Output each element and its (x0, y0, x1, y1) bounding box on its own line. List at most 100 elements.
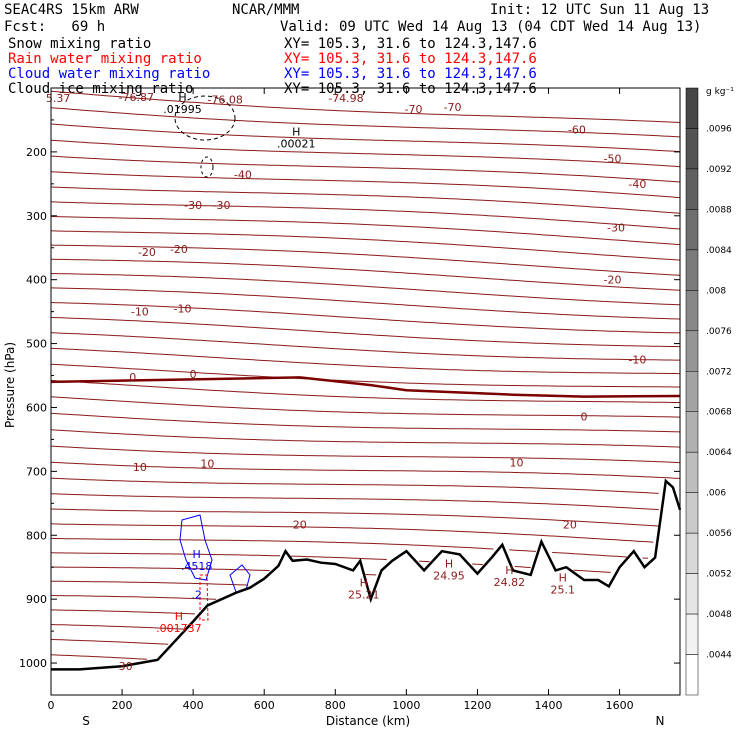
colorbar-label: .0072 (706, 367, 732, 377)
isotherm-line (50, 287, 681, 320)
isotherm-line (50, 537, 649, 559)
maximum-value: 25.21 (348, 589, 380, 602)
colorbar-swatch (685, 290, 699, 332)
colorbar-label: .0096 (706, 124, 732, 134)
isotherm-line (50, 123, 681, 153)
isotherm-label: -10 (174, 302, 192, 315)
y-tick-label: 400 (26, 274, 47, 287)
isotherm-line (50, 171, 681, 199)
y-axis-title: Pressure (hPa) (3, 342, 17, 428)
y-tick-label: 600 (26, 401, 47, 414)
maximum-value: 25.1 (550, 584, 575, 597)
isotherm-line (50, 609, 195, 615)
isotherm-line (50, 624, 185, 630)
colorbar-label: .0044 (706, 651, 732, 661)
isotherm-line (50, 396, 681, 418)
isotherm-line (50, 258, 681, 291)
x-tick-label: 600 (254, 699, 275, 712)
isotherm-line (50, 317, 681, 348)
colorbar-swatch (685, 249, 699, 291)
isotherm-label: -76.08 (207, 94, 242, 107)
colorbar-swatch (685, 451, 699, 493)
isotherm-label: 0 (581, 410, 588, 423)
field-name-rain: Rain water mixing ratio (8, 51, 202, 67)
isotherm-label: -20 (170, 243, 188, 256)
colorbar-label: .0048 (706, 610, 732, 620)
isotherm-line (50, 230, 681, 261)
maximum-value: .001737 (156, 622, 202, 635)
isotherm-label: 10 (133, 461, 147, 474)
y-tick-label: 500 (26, 338, 47, 351)
maximum-marker: H (360, 577, 368, 590)
isotherm-label: 30 (119, 660, 133, 673)
maximum-marker: H (178, 91, 186, 104)
isotherm-label: -30 (184, 199, 202, 212)
init-time: Init: 12 UTC Sun 11 Aug 13 (490, 2, 710, 18)
isotherm-label: -40 (234, 168, 252, 181)
isotherm-line (51, 478, 680, 494)
isotherm-line (51, 581, 371, 591)
colorbar-label: .008 (706, 286, 726, 296)
maximum-value: .01995 (163, 103, 202, 116)
colorbar-swatch (685, 209, 699, 251)
colorbar-label: .006 (706, 489, 726, 499)
colorbar-label: .0084 (706, 246, 732, 256)
isotherm-label: -70 (444, 101, 462, 114)
x-tick-label: 1000 (392, 699, 420, 712)
isotherm-line (50, 273, 681, 306)
x-axis-end-label: N (656, 714, 665, 728)
colorbar: .0096 .0092 .0088 .0084 .008 .0076 .0072 .0068.… (685, 87, 732, 696)
colorbar-swatch (685, 492, 699, 534)
colorbar-swatch (685, 411, 699, 453)
colorbar-swatch (685, 654, 699, 696)
isotherm-label: -70 (404, 103, 422, 116)
isotherm-line (50, 363, 680, 388)
isotherm-label: -10 (628, 354, 646, 367)
valid-time: Valid: 09 UTC Wed 14 Aug 13 (04 CDT Wed … (280, 19, 702, 35)
field-xy-snow: XY= 105.3, 31.6 to 124.3,147.6 (284, 36, 537, 52)
maximum-value: .4518 (181, 560, 213, 573)
isotherm-label: 10 (510, 456, 524, 469)
field-xy-cloud-ice: XY= 105.3, 31.6 to 124.3,147.6 (284, 81, 537, 97)
y-tick-label: 1000 (19, 657, 47, 670)
y-tick-label: 300 (26, 210, 47, 223)
x-tick-label: 1600 (606, 699, 634, 712)
colorbar-label: .0068 (706, 408, 732, 418)
y-tick-label: 900 (26, 593, 47, 606)
field-xy-cloud-water: XY= 105.3, 31.6 to 124.3,147.6 (284, 66, 537, 82)
colorbar-label: .0052 (706, 570, 732, 580)
colorbar-swatch (685, 128, 699, 170)
maximum-marker: H (292, 126, 300, 139)
isotherm-line (50, 347, 681, 375)
cloud-ice-contour (174, 95, 236, 141)
isotherm-line (50, 302, 681, 334)
colorbar-label: .0064 (706, 448, 732, 458)
isotherm-label: -30 (607, 221, 625, 234)
isotherm-label: -20 (603, 274, 621, 287)
rain-water-contour (199, 574, 209, 621)
x-tick-label: 1200 (463, 699, 491, 712)
terrain-line (51, 478, 682, 671)
maximum-value: 24.82 (494, 576, 526, 589)
field-name-cloud-water: Cloud water mixing ratio (8, 66, 211, 82)
isotherm-line (50, 639, 169, 645)
isotherm-label: -74.98 (328, 92, 363, 105)
colorbar-swatch (685, 532, 699, 574)
maximum-value: .2 (191, 589, 202, 602)
maximum-marker: H (193, 548, 201, 561)
field-name-cloud-ice: Cloud ice mixing ratio (8, 81, 194, 97)
model-title: SEAC4RS 15km ARW (4, 2, 139, 18)
x-tick-label: 800 (325, 699, 346, 712)
isotherm-label: 20 (293, 518, 307, 531)
maximum-marker: H (505, 564, 513, 577)
colorbar-swatch (685, 573, 699, 615)
maximum-marker: H (559, 572, 567, 585)
x-axis-start-label: S (82, 714, 90, 728)
isotherm-line (50, 654, 147, 660)
isotherm-line (50, 90, 681, 123)
isotherm-line (50, 566, 377, 576)
isotherm-label: -20 (138, 246, 156, 259)
isotherm-line (50, 552, 611, 573)
isotherm-line (50, 412, 681, 433)
cloud-ice-contour (200, 156, 214, 178)
